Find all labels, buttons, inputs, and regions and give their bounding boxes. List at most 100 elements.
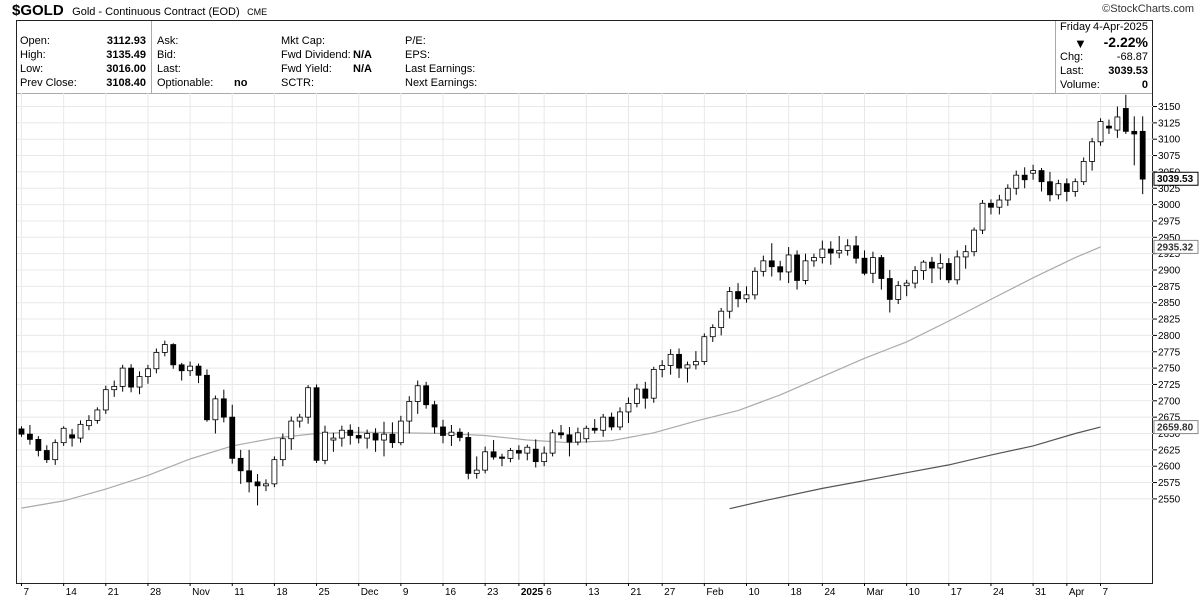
candle-body-up [1089,141,1096,162]
candle [608,412,615,431]
candle [322,425,328,465]
price-tick-label: 3025 [1158,184,1181,195]
eps-label: EPS: [405,49,431,61]
candle [1139,116,1146,195]
stockcharts-logo[interactable]: ©StockCharts.com [1102,3,1194,15]
candle [743,286,750,303]
date-tick-label: Apr [1069,587,1085,598]
fwd-yield-value: N/A [353,63,372,75]
price-tick-label: 2950 [1158,233,1181,244]
candle-body-up [819,248,826,258]
candle [364,429,371,449]
candle [86,415,92,431]
candle-body-up [633,388,640,404]
candle-body-up [119,367,126,387]
candle-body-up [802,260,809,281]
candle-body-down [591,427,598,431]
candle-body-up [752,270,758,296]
candle [1047,171,1053,202]
price-tick-label: 2650 [1158,429,1181,440]
candle-body-down [1131,130,1138,135]
price-label-box [1153,239,1199,254]
candlesticks [18,94,1146,506]
candle-body-up [1055,183,1062,196]
candle-body-down [440,426,446,436]
candle-body-up [1114,116,1121,131]
candle-body-down [886,278,893,300]
price-tick-label: 2675 [1158,413,1181,424]
candle [532,439,539,468]
last-row: Last: 3039.53 [1060,65,1148,79]
candle [204,369,210,422]
candle-body-up [1080,161,1087,183]
candle-body-down [532,448,539,463]
grid-lines [17,93,1153,583]
price-labels: 3039.53 2935.32 2659.80 [1153,171,1199,435]
fwd-yield-label: Fwd Yield: [281,63,332,75]
price-axis: 2550 2575 2600 2625 2650 2675 2700 2725 2750 2775… [1153,102,1181,505]
candle-body-down [1139,130,1146,180]
candle-body-up [701,336,708,362]
candle [878,254,885,290]
moving-average-line [729,426,1101,510]
candle [60,426,67,446]
candle [920,260,927,280]
low-value: 3016.00 [106,63,146,75]
candle [330,432,337,452]
candle-body-up [86,420,92,427]
prev-close-value: 3108.40 [106,77,146,89]
candle [145,364,151,384]
candle-body-up [1030,170,1036,174]
candle [735,283,741,308]
candle-body-down [1047,181,1053,196]
candle-body-up [709,327,716,338]
candle-body-down [515,450,522,454]
price-tick-label: 3150 [1158,102,1181,113]
candle [313,384,320,463]
candle-body-up [136,376,143,388]
candle-body-down [878,257,885,279]
fwd-dividend-label: Fwd Dividend: [281,49,351,61]
candle-body-up [903,282,910,287]
candle [996,194,1003,215]
price-tick-label: 2850 [1158,298,1181,309]
candle [1063,178,1070,202]
optionable-label: Optionable: [157,77,214,89]
candle [372,428,379,452]
candle-body-down [1106,125,1112,129]
candle [642,381,649,409]
candle-body-down [237,457,244,472]
price-tick-label: 2600 [1158,462,1181,473]
candle-body-up [94,409,101,421]
candle [954,250,961,285]
candle [684,361,691,383]
candle [524,444,531,461]
candle [853,235,859,264]
candle-body-down [853,245,859,259]
candle [43,445,50,463]
candle [1004,184,1011,206]
candle-body-down [423,385,430,406]
last-earnings-label: Last Earnings: [405,63,476,75]
candle-body-down [35,438,42,451]
candle [18,426,25,437]
info-strip: Open: 3112.93 High: 3135.49 Low: 3016.00… [17,21,1152,94]
price-tick-label: 3075 [1158,151,1181,162]
candle-body-up [1097,121,1104,143]
candle [423,381,430,409]
candle-body-up [60,427,67,444]
candle-body-up [785,254,792,273]
ticker-symbol[interactable]: $GOLD [12,2,64,19]
candle-body-up [836,249,843,254]
candle [305,385,312,424]
candle [1106,119,1112,134]
candle-body-up [693,361,699,366]
date-tick-label: 28 [150,587,162,598]
candle-body-up [684,364,691,369]
candle-body-down [178,364,185,372]
candle-body-down [1063,183,1070,192]
next-earnings-label: Next Earnings: [405,77,478,89]
candle-body-down [389,433,396,444]
candle [1097,118,1104,146]
